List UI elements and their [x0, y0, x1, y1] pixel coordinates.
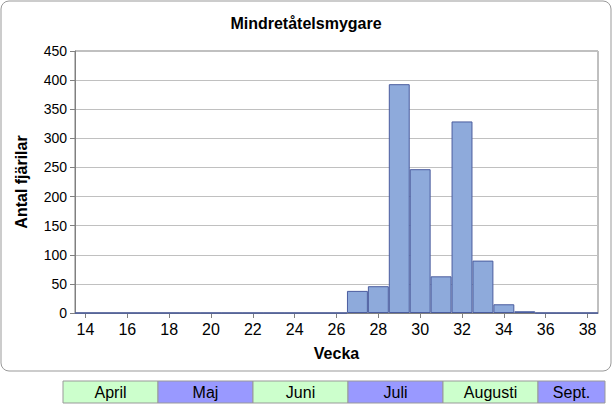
svg-text:300: 300	[44, 130, 68, 146]
svg-text:Sept.: Sept.	[553, 384, 590, 401]
svg-text:14: 14	[77, 321, 95, 338]
svg-text:April: April	[94, 384, 126, 401]
svg-text:24: 24	[286, 321, 304, 338]
svg-text:Antal fjärilar: Antal fjärilar	[13, 135, 30, 228]
svg-text:400: 400	[44, 72, 68, 88]
svg-text:150: 150	[44, 218, 68, 234]
svg-text:200: 200	[44, 189, 68, 205]
svg-text:Juli: Juli	[383, 384, 407, 401]
svg-text:28: 28	[369, 321, 387, 338]
svg-text:Augusti: Augusti	[464, 384, 517, 401]
svg-text:350: 350	[44, 101, 68, 117]
svg-text:100: 100	[44, 247, 68, 263]
svg-text:0: 0	[59, 305, 67, 321]
svg-text:30: 30	[411, 321, 429, 338]
svg-text:50: 50	[51, 276, 67, 292]
svg-text:34: 34	[495, 321, 513, 338]
svg-text:20: 20	[202, 321, 220, 338]
svg-text:Mindretåtelsmygare: Mindretåtelsmygare	[230, 15, 381, 32]
svg-text:22: 22	[244, 321, 262, 338]
svg-text:Vecka: Vecka	[314, 345, 359, 362]
svg-text:Maj: Maj	[193, 384, 219, 401]
svg-text:Juni: Juni	[286, 384, 315, 401]
svg-text:250: 250	[44, 159, 68, 175]
svg-text:18: 18	[160, 321, 178, 338]
svg-text:36: 36	[537, 321, 555, 338]
svg-text:450: 450	[44, 43, 68, 59]
svg-text:32: 32	[453, 321, 471, 338]
svg-text:26: 26	[328, 321, 346, 338]
svg-text:38: 38	[579, 321, 597, 338]
svg-text:16: 16	[118, 321, 136, 338]
